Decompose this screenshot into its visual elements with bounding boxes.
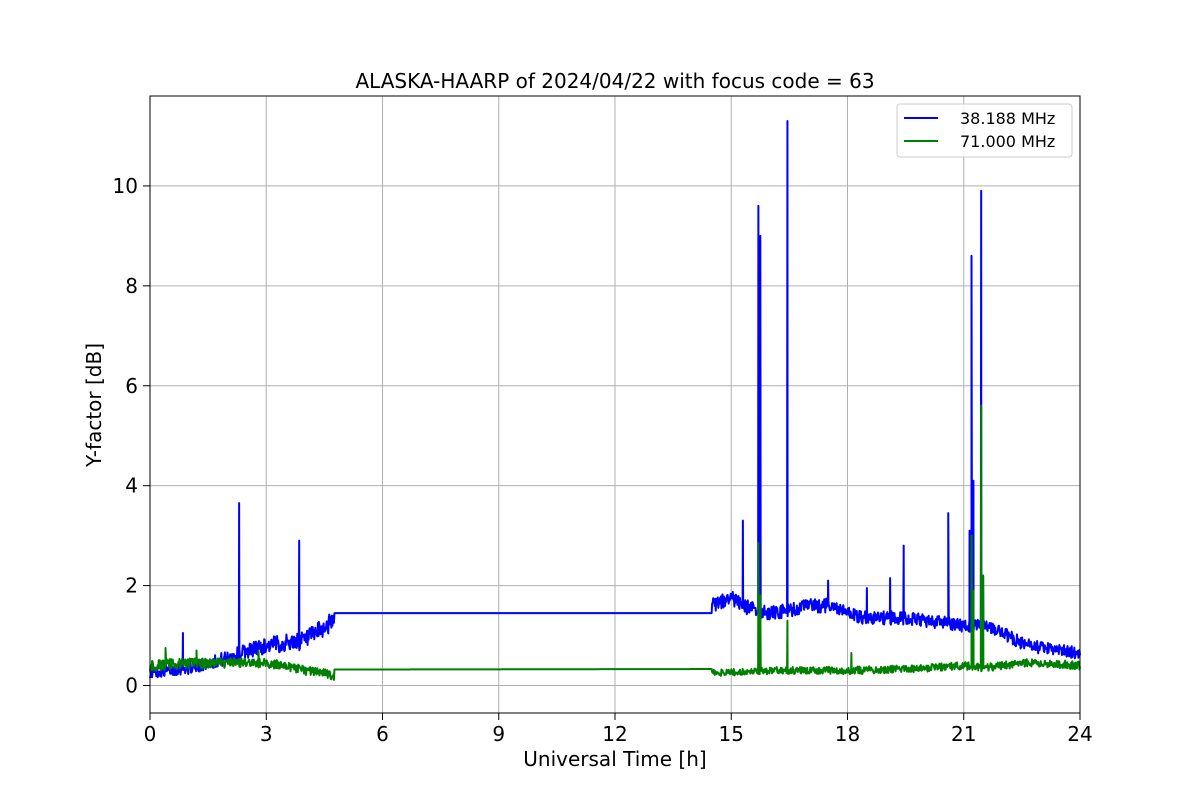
- x-tick-label: 24: [1067, 722, 1092, 746]
- y-tick-label: 0: [125, 674, 138, 698]
- legend-box: [896, 103, 1073, 158]
- y-tick-label: 4: [125, 474, 138, 498]
- x-tick-label: 6: [376, 722, 389, 746]
- x-tick-label: 21: [951, 722, 976, 746]
- x-axis-label: Universal Time [h]: [523, 747, 706, 771]
- chart-title: ALASKA-HAARP of 2024/04/22 with focus co…: [355, 69, 874, 93]
- series-line-1: [149, 404, 1081, 681]
- y-axis-label: Y-factor [dB]: [82, 343, 106, 468]
- x-tick-label: 18: [835, 722, 860, 746]
- x-tick-label: 0: [144, 722, 157, 746]
- y-tick-label: 6: [125, 374, 138, 398]
- legend-label-38mhz: 38.188 MHz: [960, 109, 1055, 128]
- x-tick-label: 15: [719, 722, 744, 746]
- legend-label-71mhz: 71.000 MHz: [960, 132, 1055, 151]
- series-line-0: [149, 119, 1081, 679]
- y-tick-label: 10: [113, 174, 138, 198]
- x-tick-label: 9: [492, 722, 505, 746]
- x-tick-label: 3: [260, 722, 273, 746]
- legend: 38.188 MHz 71.000 MHz: [896, 103, 1073, 158]
- series-layer: [149, 119, 1081, 681]
- x-tick-label: 12: [602, 722, 627, 746]
- y-tick-label: 2: [125, 574, 138, 598]
- y-tick-label: 8: [125, 274, 138, 298]
